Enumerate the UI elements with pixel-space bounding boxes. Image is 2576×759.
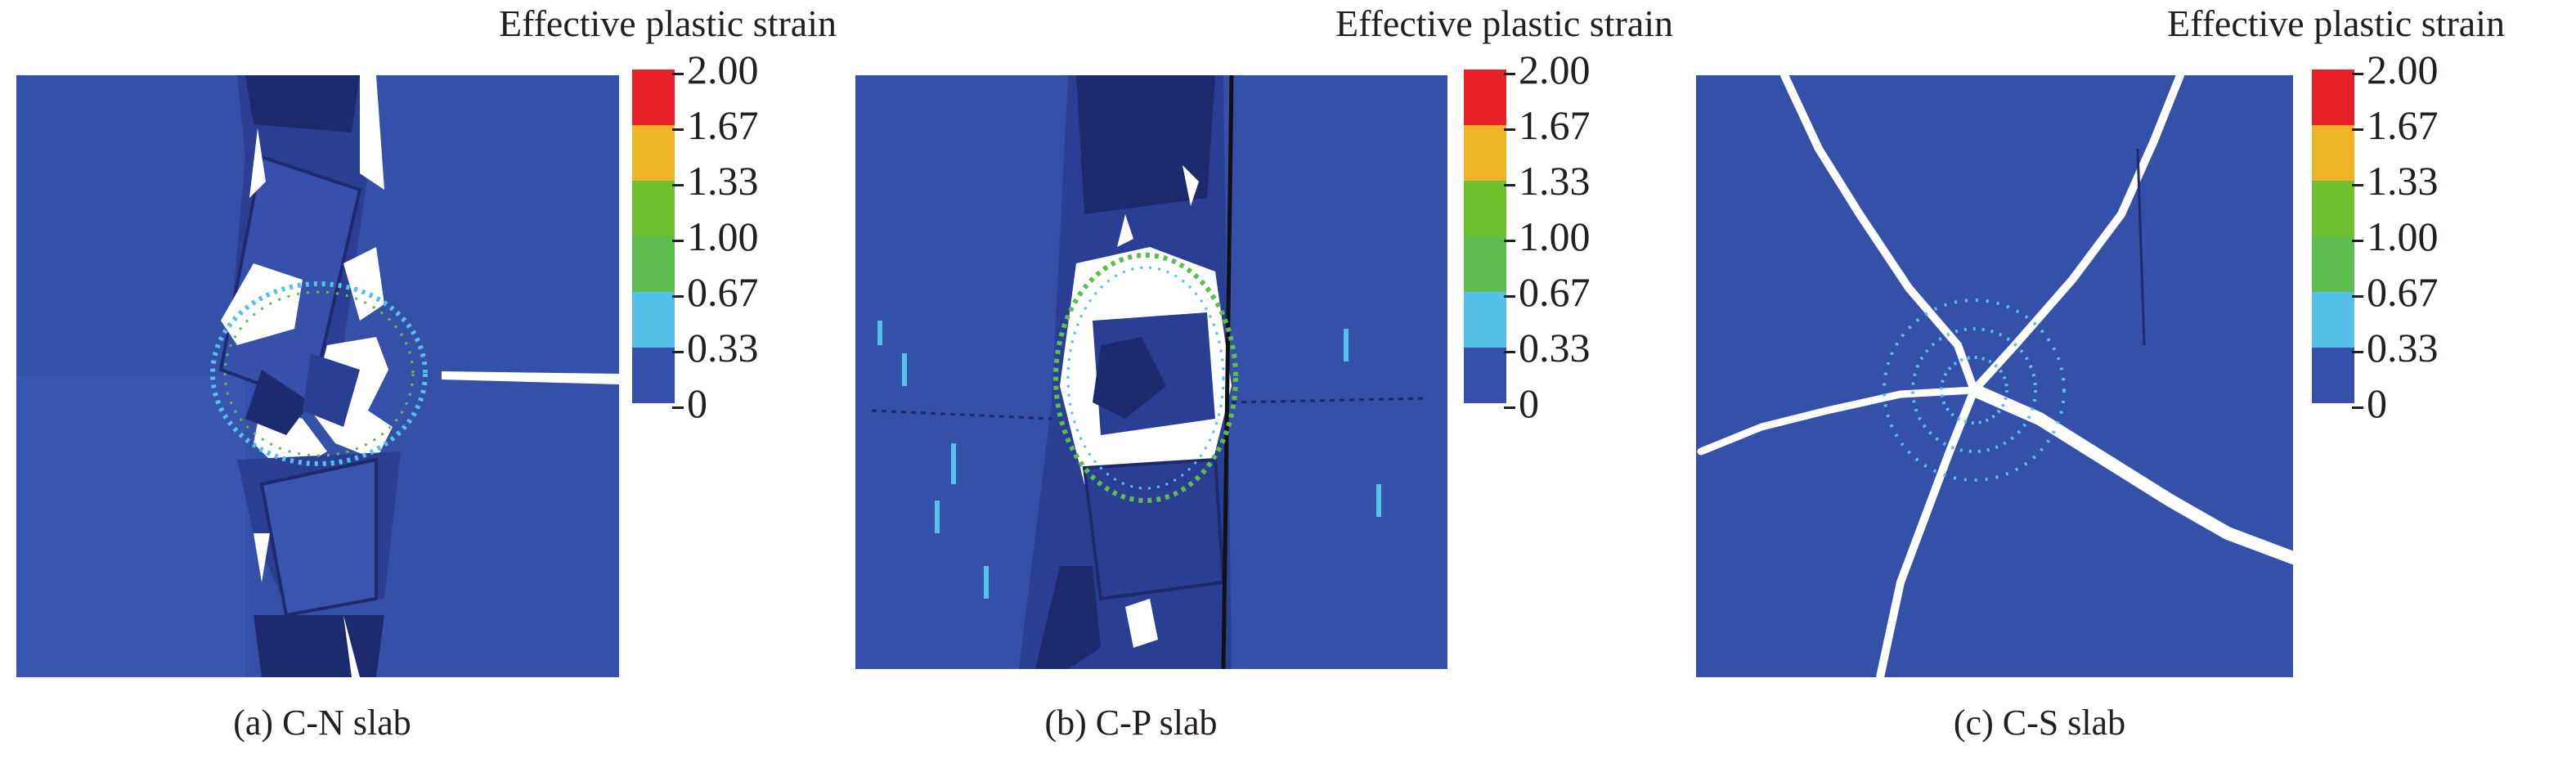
tick-label: 1.33 — [2352, 160, 2439, 201]
colorbar-c — [2312, 70, 2354, 403]
colorbar-band — [2312, 292, 2354, 348]
colorbar-band — [2312, 348, 2354, 403]
tick-label: 0.67 — [672, 272, 759, 312]
tick-label: 0.67 — [2352, 272, 2439, 312]
caption-a: (a) C-N slab — [233, 703, 411, 743]
slab-image-c-s — [1696, 75, 2293, 677]
colorbar-band — [1464, 181, 1506, 236]
tick-label: 0.67 — [1504, 272, 1591, 312]
tick-label: 2.00 — [672, 49, 759, 90]
caption-c: (c) C-S slab — [1953, 703, 2126, 743]
colorbar-band — [632, 292, 675, 348]
colorbar-ticks-c: 2.00 1.67 1.33 1.00 0.67 0.33 0 — [2352, 49, 2450, 425]
legend-title-b: Effective plastic strain — [1335, 2, 1673, 44]
colorbar-band — [1464, 236, 1506, 292]
slab-image-c-n — [16, 75, 619, 677]
colorbar-ticks-b: 2.00 1.67 1.33 1.00 0.67 0.33 0 — [1504, 49, 1602, 425]
tick-label: 0 — [672, 383, 707, 424]
colorbar-band — [2312, 125, 2354, 181]
tick-label: 2.00 — [2352, 49, 2439, 90]
tick-label: 0.33 — [1504, 327, 1591, 368]
colorbar-band — [1464, 292, 1506, 348]
tick-label: 2.00 — [1504, 49, 1591, 90]
colorbar-band — [632, 348, 675, 403]
colorbar-a — [632, 70, 675, 403]
colorbar-band — [2312, 70, 2354, 125]
colorbar-ticks-a: 2.00 1.67 1.33 1.00 0.67 0.33 0 — [672, 49, 770, 425]
tick-label: 1.67 — [2352, 105, 2439, 146]
colorbar-band — [1464, 348, 1506, 403]
tick-label: 1.00 — [1504, 216, 1591, 257]
colorbar-band — [2312, 236, 2354, 292]
tick-label: 1.67 — [1504, 105, 1591, 146]
colorbar-band — [2312, 181, 2354, 236]
colorbar-band — [632, 236, 675, 292]
colorbar-b — [1464, 70, 1506, 403]
caption-b: (b) C-P slab — [1044, 703, 1218, 743]
tick-label: 1.33 — [1504, 160, 1591, 201]
legend-title-a: Effective plastic strain — [499, 2, 837, 44]
tick-label: 1.00 — [672, 216, 759, 257]
colorbar-band — [1464, 70, 1506, 125]
colorbar-band — [632, 125, 675, 181]
tick-label: 1.67 — [672, 105, 759, 146]
colorbar-band — [632, 181, 675, 236]
tick-label: 0 — [2352, 383, 2387, 424]
colorbar-band — [632, 70, 675, 125]
tick-label: 0.33 — [672, 327, 759, 368]
tick-label: 0 — [1504, 383, 1539, 424]
tick-label: 0.33 — [2352, 327, 2439, 368]
tick-label: 1.33 — [672, 160, 759, 201]
tick-label: 1.00 — [2352, 216, 2439, 257]
colorbar-band — [1464, 125, 1506, 181]
legend-title-c: Effective plastic strain — [2167, 2, 2505, 44]
slab-image-c-p — [855, 75, 1447, 669]
